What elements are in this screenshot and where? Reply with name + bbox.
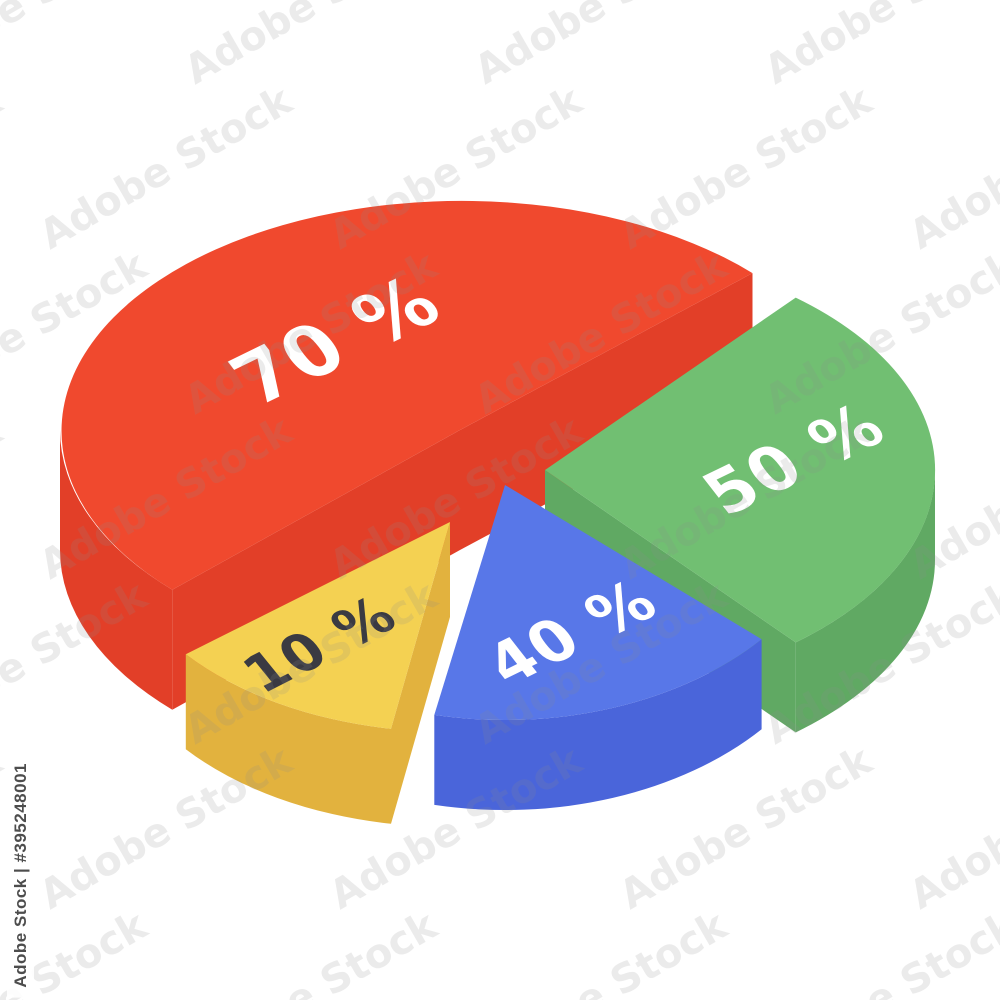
watermark-text: Adobe Stock <box>612 77 881 259</box>
pie-slice-face <box>185 522 451 729</box>
watermark-credit: Adobe Stock | #395248001 <box>7 753 34 998</box>
watermark-text: Adobe Stock <box>757 902 1000 1000</box>
pie-slice-face <box>434 485 762 721</box>
pie-slice-face <box>61 200 753 590</box>
watermark-text: Adobe Stock <box>467 902 736 1000</box>
watermark-text: Adobe Stock <box>0 77 11 259</box>
pie-slice-face <box>391 522 450 824</box>
watermark-text: Adobe Stock <box>177 0 446 94</box>
pie-slice-face <box>59 430 173 710</box>
watermark-text: Adobe Stock <box>902 737 1000 919</box>
pie-slice-face <box>434 639 762 811</box>
watermark-text: Adobe Stock <box>32 77 301 259</box>
pie-slice-face <box>545 297 936 643</box>
watermark-text: Adobe Stock <box>32 737 301 919</box>
pie-slice-face <box>185 654 391 824</box>
watermark-text: Adobe Stock <box>177 902 446 1000</box>
watermark-text: Adobe Stock <box>467 0 736 94</box>
watermark-text: Adobe Stock <box>902 77 1000 259</box>
watermark-text: Adobe Stock <box>0 0 156 94</box>
watermark-text: Adobe Stock <box>0 407 11 589</box>
watermark-text: Adobe Stock <box>757 0 1000 94</box>
pie-slices <box>59 200 936 824</box>
pie-slice-face <box>460 273 753 550</box>
pie-slice-face <box>795 470 936 733</box>
